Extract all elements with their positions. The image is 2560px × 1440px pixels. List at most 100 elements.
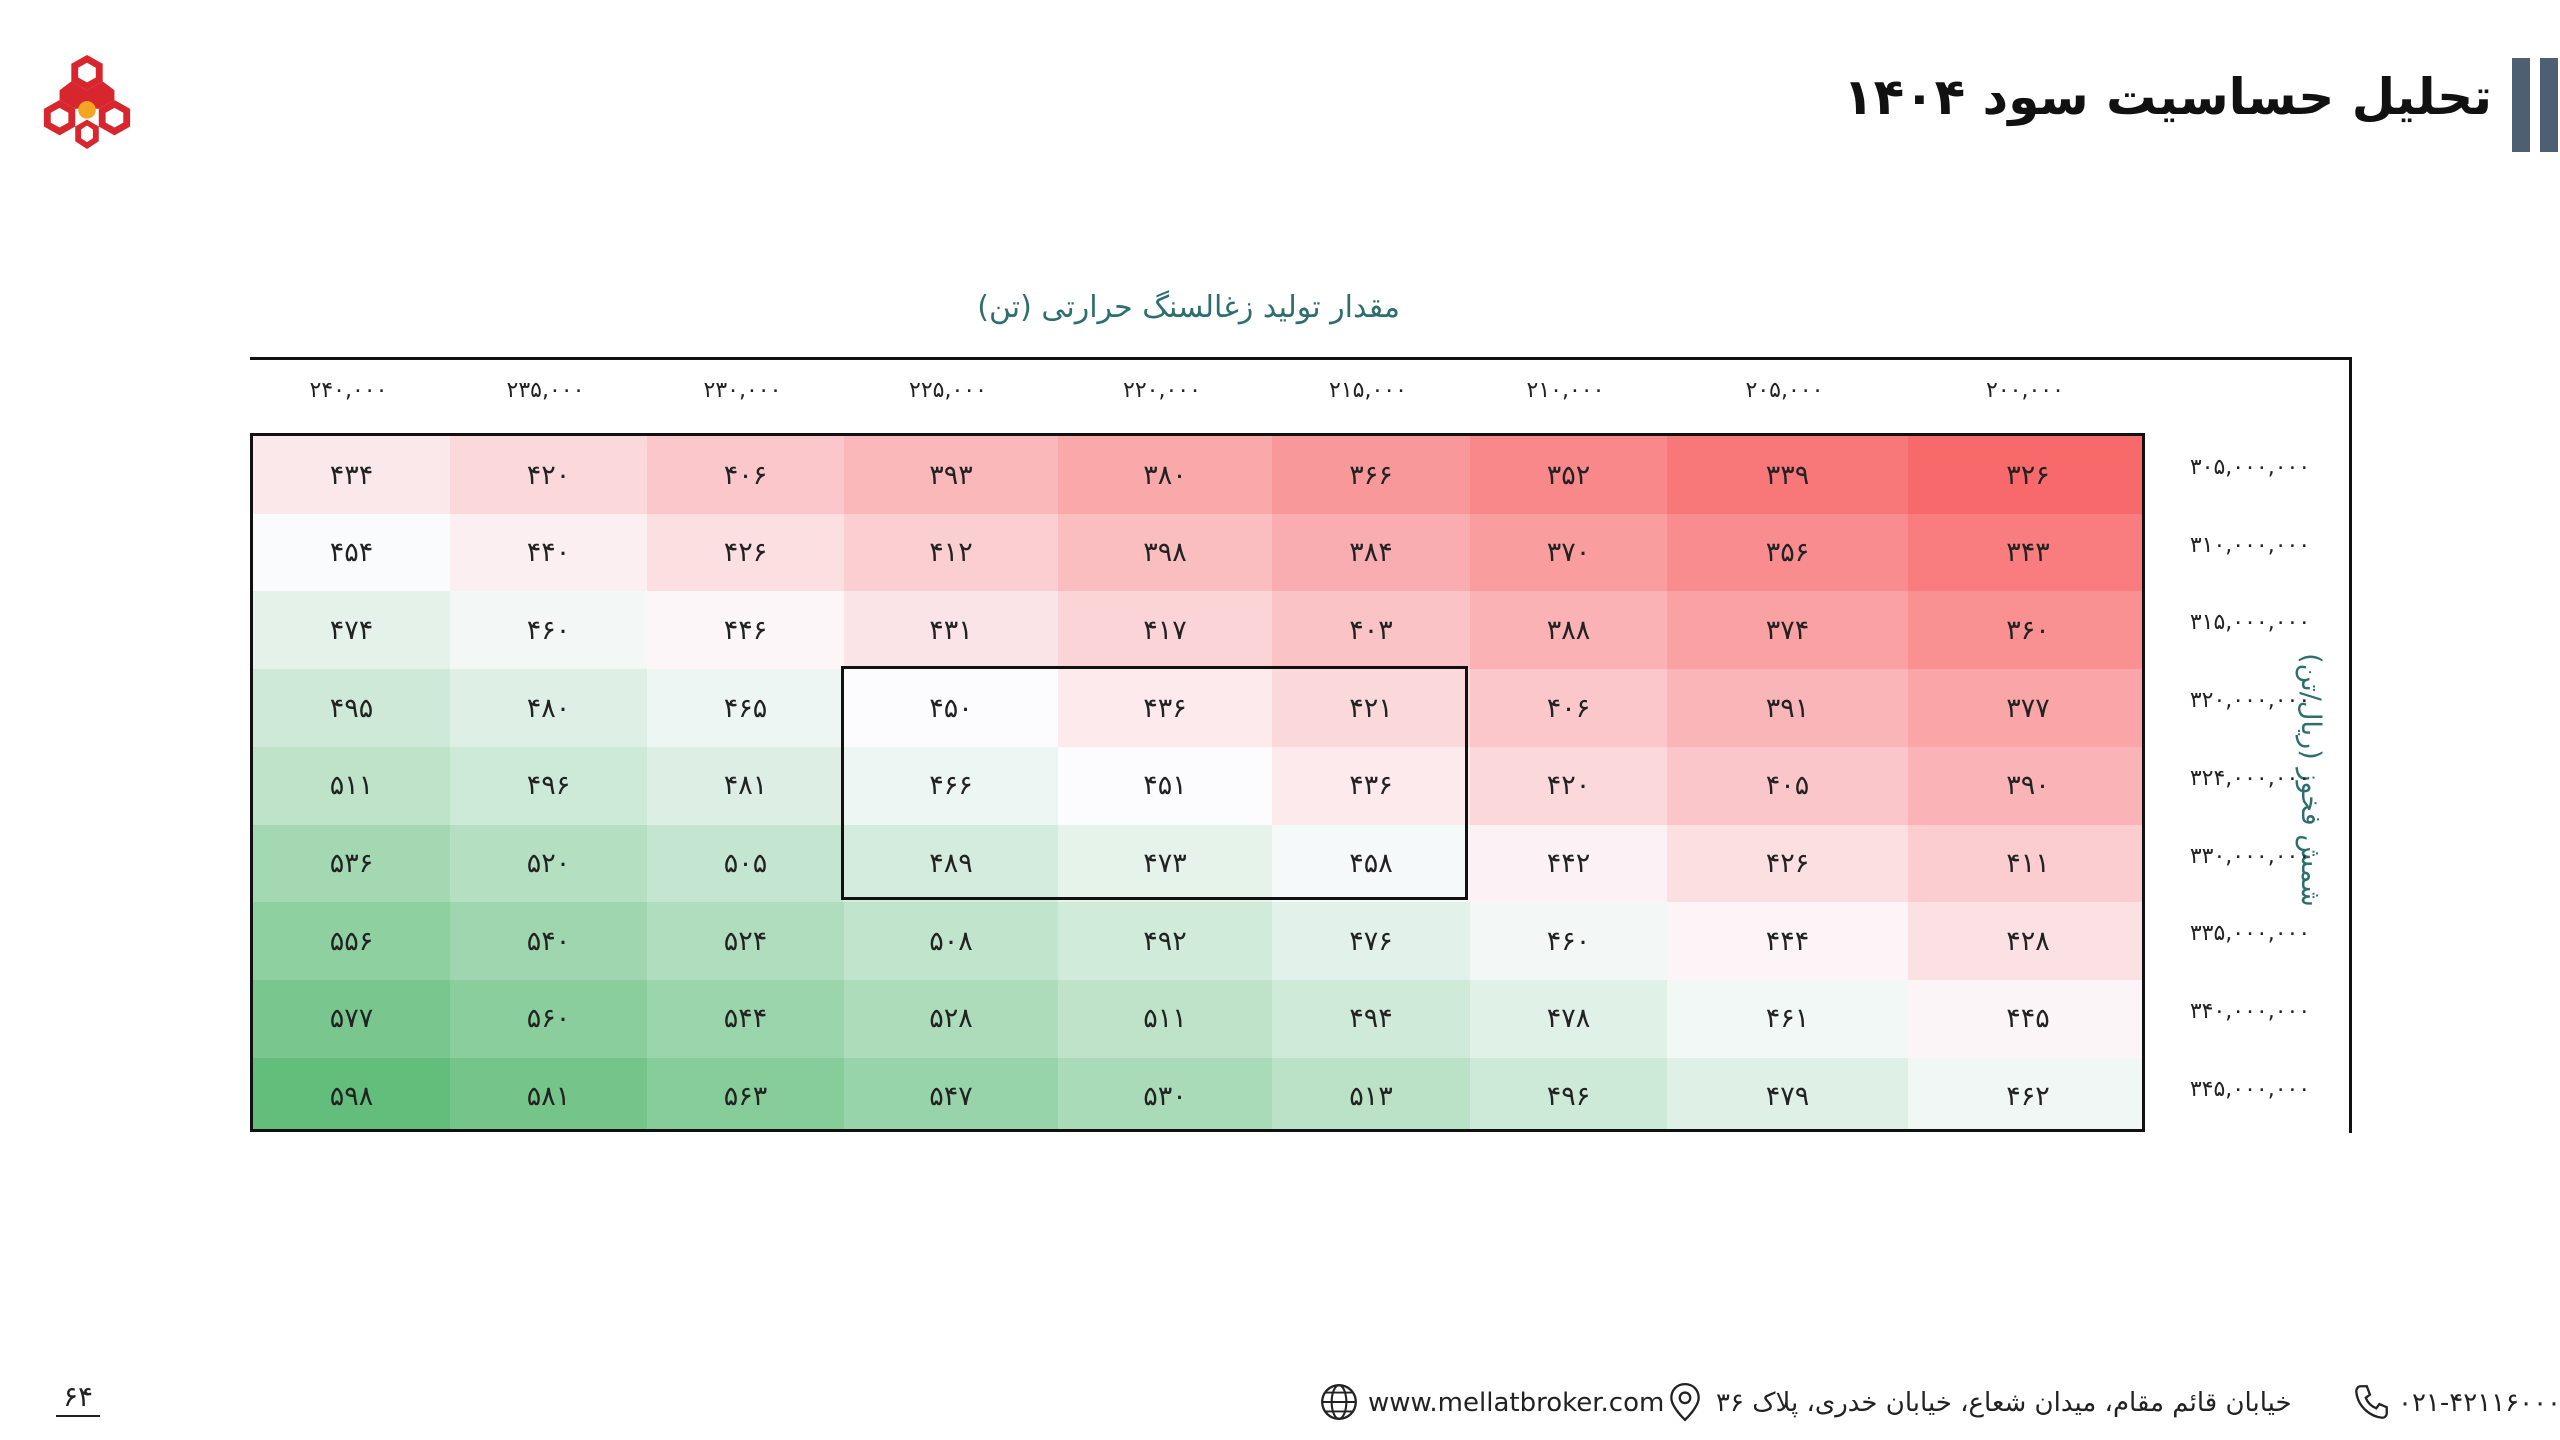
heatmap-cell: ۴۳۶ bbox=[1058, 669, 1272, 748]
title-accent-bar bbox=[2512, 58, 2530, 152]
heatmap-cell: ۴۵۸ bbox=[1272, 824, 1470, 903]
heatmap-cell: ۴۱۷ bbox=[1058, 591, 1272, 670]
company-logo bbox=[43, 54, 131, 150]
heatmap-cell: ۵۱۳ bbox=[1272, 1057, 1470, 1129]
heatmap-cell: ۴۸۰ bbox=[450, 669, 647, 748]
row-header: ۳۲۰,۰۰۰,۰۰۰ bbox=[2189, 688, 2311, 714]
column-header: ۲۴۰,۰۰۰ bbox=[309, 378, 388, 403]
heatmap-cell: ۵۲۰ bbox=[450, 824, 647, 903]
x-axis-title: مقدار تولید زغالسنگ حرارتی (تن) bbox=[977, 290, 1400, 325]
heatmap-cell: ۳۶۶ bbox=[1272, 436, 1470, 515]
heatmap-cell: ۵۸۱ bbox=[450, 1057, 647, 1129]
logo-center-dot bbox=[78, 101, 96, 119]
heatmap-cell: ۴۰۳ bbox=[1272, 591, 1470, 670]
heatmap-cell: ۵۳۰ bbox=[1058, 1057, 1272, 1129]
heatmap-cell: ۴۶۶ bbox=[844, 746, 1058, 825]
row-header: ۳۲۴,۰۰۰,۰۰۰ bbox=[2189, 765, 2311, 791]
heatmap-cell: ۵۱۱ bbox=[253, 746, 450, 825]
heatmap-cell: ۴۶۰ bbox=[1470, 902, 1667, 981]
heatmap-cell: ۵۴۴ bbox=[647, 979, 844, 1059]
heatmap-cell: ۳۹۱ bbox=[1667, 669, 1908, 748]
heatmap-cell: ۵۳۶ bbox=[253, 824, 450, 903]
heatmap-cell: ۵۱۱ bbox=[1058, 979, 1272, 1059]
heatmap-cell: ۴۵۴ bbox=[253, 513, 450, 592]
heatmap-cell: ۴۲۱ bbox=[1272, 669, 1470, 748]
heatmap-cell: ۳۵۲ bbox=[1470, 436, 1667, 515]
heatmap-cell: ۳۸۸ bbox=[1470, 591, 1667, 670]
heatmap-cell: ۴۹۵ bbox=[253, 669, 450, 748]
heatmap-cell: ۴۲۶ bbox=[1667, 824, 1908, 903]
heatmap-cell: ۳۷۴ bbox=[1667, 591, 1908, 670]
column-header: ۲۱۰,۰۰۰ bbox=[1526, 378, 1605, 403]
heatmap-cell: ۴۲۸ bbox=[1908, 902, 2142, 981]
heatmap-cell: ۳۹۳ bbox=[844, 436, 1058, 515]
heatmap-cell: ۳۵۶ bbox=[1667, 513, 1908, 592]
heatmap-cell: ۴۷۳ bbox=[1058, 824, 1272, 903]
heatmap-cell: ۴۳۴ bbox=[253, 436, 450, 515]
heatmap-cell: ۴۶۵ bbox=[647, 669, 844, 748]
heatmap-cell: ۴۲۰ bbox=[1470, 746, 1667, 825]
row-header: ۳۴۵,۰۰۰,۰۰۰ bbox=[2189, 1076, 2311, 1102]
heatmap-cell: ۴۸۹ bbox=[844, 824, 1058, 903]
table-right-rule bbox=[2349, 357, 2352, 1133]
heatmap-cell: ۴۰۶ bbox=[1470, 669, 1667, 748]
phone-icon bbox=[2355, 1385, 2388, 1419]
row-header: ۳۴۰,۰۰۰,۰۰۰ bbox=[2189, 998, 2311, 1024]
heatmap-cell: ۵۶۰ bbox=[450, 979, 647, 1059]
column-header: ۲۰۵,۰۰۰ bbox=[1745, 378, 1824, 403]
globe-icon bbox=[1321, 1384, 1357, 1420]
heatmap-cell: ۴۶۱ bbox=[1667, 979, 1908, 1059]
column-header: ۲۲۰,۰۰۰ bbox=[1123, 378, 1201, 403]
column-header: ۲۳۵,۰۰۰ bbox=[506, 378, 585, 403]
heatmap-cell: ۵۲۴ bbox=[647, 902, 844, 981]
heatmap-cell: ۵۰۸ bbox=[844, 902, 1058, 981]
heatmap-cell: ۳۸۰ bbox=[1058, 436, 1272, 515]
heatmap-cell: ۴۷۴ bbox=[253, 591, 450, 670]
heatmap-cell: ۳۲۶ bbox=[1908, 436, 2142, 515]
heatmap-cell: ۵۷۷ bbox=[253, 979, 450, 1059]
heatmap-cell: ۴۱۱ bbox=[1908, 824, 2142, 903]
heatmap-cell: ۵۵۶ bbox=[253, 902, 450, 981]
heatmap-cell: ۴۸۱ bbox=[647, 746, 844, 825]
heatmap-cell: ۴۲۶ bbox=[647, 513, 844, 592]
heatmap-cell: ۴۴۶ bbox=[647, 591, 844, 670]
column-header: ۲۰۰,۰۰۰ bbox=[1986, 378, 2064, 403]
heatmap-cell: ۵۰۵ bbox=[647, 824, 844, 903]
sensitivity-heatmap: ۴۳۴ ۴۲۰ ۴۰۶ ۳۹۳ ۳۸۰ ۳۶۶ ۳۵۲ ۳۳۹ ۳۲۶ ۴۵۴ ۴۴۰ ۴۲۶ ۴۱۲ ۳… bbox=[250, 433, 2145, 1132]
heatmap-cell: ۳۷۰ bbox=[1470, 513, 1667, 592]
heatmap-cell: ۴۳۱ bbox=[844, 591, 1058, 670]
heatmap-cell: ۵۲۸ bbox=[844, 979, 1058, 1059]
heatmap-cell: ۴۴۴ bbox=[1667, 902, 1908, 981]
heatmap-cell: ۴۵۰ bbox=[844, 669, 1058, 748]
heatmap-cell: ۴۷۹ bbox=[1667, 1057, 1908, 1129]
heatmap-cell: ۳۹۰ bbox=[1908, 746, 2142, 825]
row-header: ۳۰۵,۰۰۰,۰۰۰ bbox=[2189, 455, 2311, 480]
heatmap-cell: ۴۱۲ bbox=[844, 513, 1058, 592]
table-top-rule bbox=[250, 357, 2350, 360]
heatmap-cell: ۴۹۶ bbox=[1470, 1057, 1667, 1129]
heatmap-cell: ۴۲۰ bbox=[450, 436, 647, 515]
row-header: ۳۱۵,۰۰۰,۰۰۰ bbox=[2189, 610, 2311, 636]
heatmap-cell: ۴۳۶ bbox=[1272, 746, 1470, 825]
heatmap-cell: ۳۷۷ bbox=[1908, 669, 2142, 748]
heatmap-cell: ۴۷۶ bbox=[1272, 902, 1470, 981]
heatmap-cell: ۴۶۲ bbox=[1908, 1057, 2142, 1129]
heatmap-cell: ۵۹۸ bbox=[253, 1057, 450, 1129]
location-pin-icon bbox=[1670, 1382, 1700, 1422]
heatmap-cell: ۴۴۵ bbox=[1908, 979, 2142, 1059]
heatmap-cell: ۳۸۴ bbox=[1272, 513, 1470, 592]
heatmap-cell: ۳۹۸ bbox=[1058, 513, 1272, 592]
row-header: ۳۳۵,۰۰۰,۰۰۰ bbox=[2189, 921, 2311, 947]
heatmap-cell: ۴۷۸ bbox=[1470, 979, 1667, 1059]
heatmap-cell: ۴۰۵ bbox=[1667, 746, 1908, 825]
heatmap-cell: ۴۹۴ bbox=[1272, 979, 1470, 1059]
footer-website[interactable]: www.mellatbroker.com bbox=[1368, 1388, 1665, 1418]
heatmap-cell: ۴۴۰ bbox=[450, 513, 647, 592]
heatmap-cell: ۳۳۹ bbox=[1667, 436, 1908, 515]
heatmap-cell: ۴۰۶ bbox=[647, 436, 844, 515]
heatmap-cell: ۴۹۶ bbox=[450, 746, 647, 825]
row-header: ۳۳۰,۰۰۰,۰۰۰ bbox=[2189, 843, 2311, 869]
heatmap-cell: ۴۹۲ bbox=[1058, 902, 1272, 981]
page-number: ۶۴ bbox=[56, 1380, 100, 1417]
title-accent-bar-outer bbox=[2540, 58, 2558, 152]
